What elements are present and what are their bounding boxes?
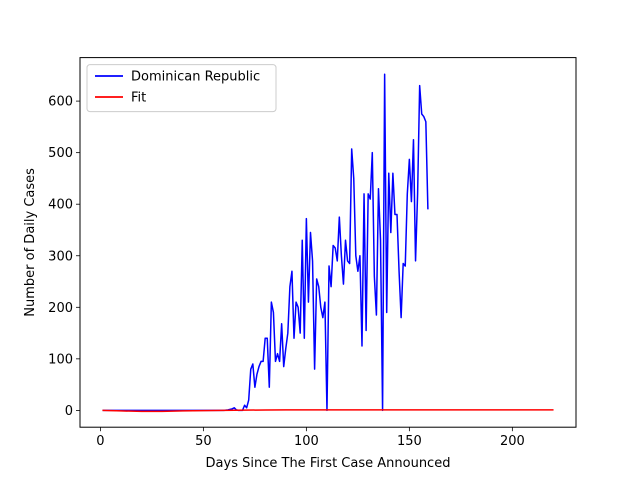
series-line-fit (102, 409, 554, 413)
series-layer (102, 73, 554, 413)
legend-box (86, 64, 277, 113)
x-axis-label: Days Since The First Case Announced (206, 456, 451, 471)
x-tick-label: 200 (500, 434, 525, 449)
y-tick-label: 100 (48, 352, 73, 367)
y-tick-label: 0 (65, 404, 73, 419)
y-axis-label: Number of Daily Cases (23, 168, 38, 317)
y-tick-label: 300 (48, 249, 73, 264)
y-axis: 0 100 200 300 400 500 600 (48, 95, 80, 419)
series-line-dominican-republic (102, 73, 429, 412)
plot-frame (79, 57, 577, 428)
legend-label-dominican-republic: Dominican Republic (131, 70, 260, 85)
x-tick-label: 50 (195, 434, 212, 449)
x-tick-label: 100 (294, 434, 319, 449)
legend: Dominican Republic Fit (86, 64, 277, 113)
y-tick-label: 200 (48, 301, 73, 316)
x-tick-label: 150 (397, 434, 422, 449)
y-tick-label: 500 (48, 146, 73, 161)
y-tick-label: 400 (48, 198, 73, 213)
legend-label-fit: Fit (131, 91, 146, 106)
x-tick-label: 0 (96, 434, 104, 449)
y-tick-label: 600 (48, 95, 73, 110)
x-axis: 0 50 100 150 200 (96, 427, 525, 449)
